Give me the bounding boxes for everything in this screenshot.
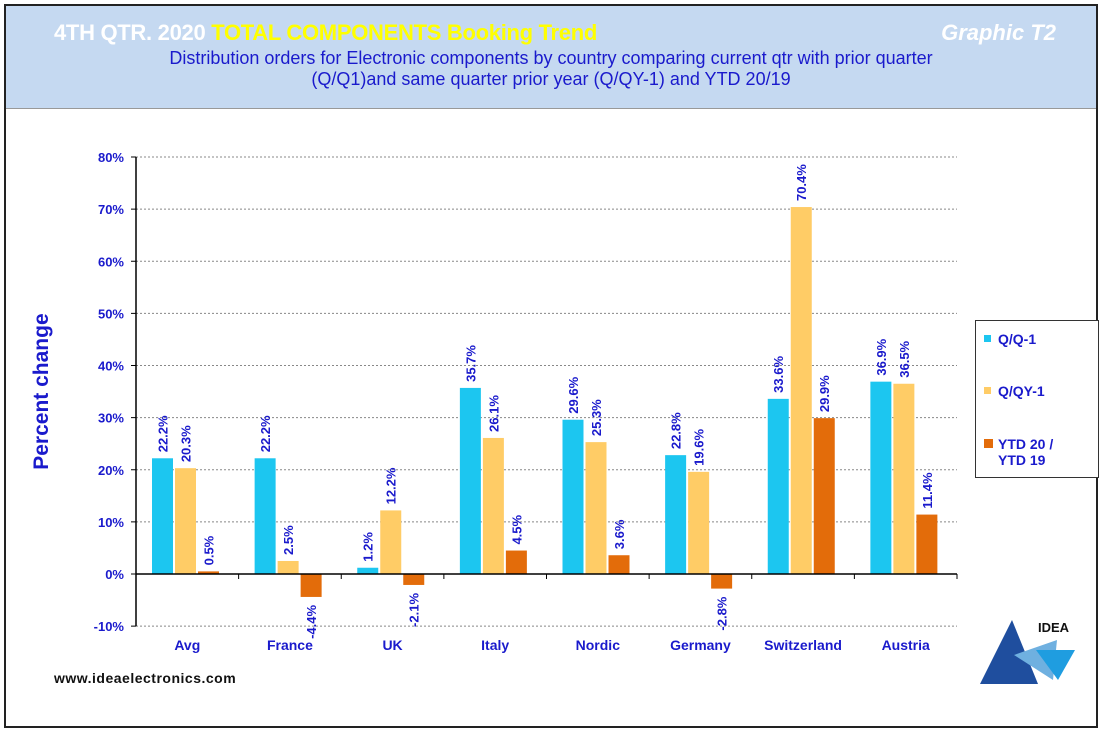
title-highlight: TOTAL COMPONENTS Booking Trend xyxy=(211,20,597,45)
bar-france xyxy=(254,458,276,574)
data-label: 3.6% xyxy=(612,519,627,549)
bar-switzerland xyxy=(813,418,835,574)
data-label: 33.6% xyxy=(771,356,786,393)
bar-switzerland xyxy=(767,398,789,574)
data-label: -4.4% xyxy=(304,605,319,639)
category-label: Avg xyxy=(174,637,200,653)
legend-item-qq1: Q/Q-1 xyxy=(984,331,1037,347)
category-label: Switzerland xyxy=(764,637,842,653)
y-axis-title: Percent change xyxy=(30,313,53,469)
bar-italy xyxy=(482,437,504,574)
data-label: 11.4% xyxy=(920,472,935,509)
data-label: 19.6% xyxy=(692,429,707,466)
legend-item-ytd: YTD 20 /YTD 19 xyxy=(984,436,1054,468)
bar-nordic xyxy=(585,442,607,574)
bar-germany xyxy=(665,455,687,574)
bar-nordic xyxy=(562,419,584,574)
subtitle-line-2: (Q/Q1)and same quarter prior year (Q/QY-… xyxy=(311,69,791,89)
y-tick-label: -10% xyxy=(94,619,125,634)
graphic-label: Graphic T2 xyxy=(941,20,1056,45)
subtitle-line-1: Distribution orders for Electronic compo… xyxy=(169,48,933,68)
y-tick-label: 10% xyxy=(98,515,124,530)
data-label: 29.6% xyxy=(566,376,581,413)
data-label: -2.8% xyxy=(715,596,730,630)
data-label: 26.1% xyxy=(486,395,501,432)
bar-avg xyxy=(175,468,196,574)
bar-switzerland xyxy=(790,207,812,575)
legend-swatch xyxy=(984,335,991,342)
y-tick-label: 60% xyxy=(98,254,124,269)
data-label: 22.2% xyxy=(258,415,273,452)
y-tick-label: 70% xyxy=(98,202,124,217)
bar-uk xyxy=(403,574,425,585)
data-label: 12.2% xyxy=(384,467,399,504)
data-label: 25.3% xyxy=(589,399,604,436)
website-url[interactable]: www.ideaelectronics.com xyxy=(54,670,237,686)
bar-france xyxy=(300,574,322,597)
bar-italy xyxy=(459,387,481,574)
legend-label-line-2: YTD 19 xyxy=(998,452,1046,468)
category-label: France xyxy=(267,637,313,653)
bar-avg xyxy=(152,458,173,574)
bar-avg xyxy=(198,571,219,574)
bar-uk xyxy=(357,567,379,574)
legend-swatch xyxy=(984,439,993,448)
data-label: 1.2% xyxy=(361,532,376,562)
category-label: Austria xyxy=(882,637,930,653)
category-label: Nordic xyxy=(576,637,621,653)
y-tick-label: 40% xyxy=(98,359,124,374)
data-label: -2.1% xyxy=(407,593,422,627)
legend-label: Q/Q-1 xyxy=(998,331,1037,347)
bar-austria xyxy=(916,514,938,574)
y-tick-label: 30% xyxy=(98,411,124,426)
data-label: 20.3% xyxy=(179,425,194,462)
data-label: 0.5% xyxy=(202,535,217,565)
bar-austria xyxy=(870,381,892,574)
data-label: 35.7% xyxy=(463,345,478,382)
subtitle: Distribution orders for Electronic compo… xyxy=(6,48,1096,90)
data-label: 2.5% xyxy=(281,525,296,555)
chart-legend: Q/Q-1 Q/QY-1 YTD 20 /YTD 19 xyxy=(975,320,1099,478)
title-prefix: 4TH QTR. 2020 xyxy=(54,20,212,45)
legend-item-qqy1: Q/QY-1 xyxy=(984,383,1045,399)
legend-swatch xyxy=(984,387,991,394)
data-label: 36.9% xyxy=(874,338,889,375)
y-tick-label: 80% xyxy=(98,150,124,165)
header-band: 4TH QTR. 2020 TOTAL COMPONENTS Booking T… xyxy=(6,6,1096,109)
data-label: 22.2% xyxy=(156,415,171,452)
data-label: 36.5% xyxy=(897,340,912,377)
bar-germany xyxy=(688,471,710,574)
data-label: 29.9% xyxy=(817,375,832,412)
legend-label-line-1: YTD 20 / xyxy=(998,436,1054,452)
bar-nordic xyxy=(608,555,630,574)
category-label: UK xyxy=(382,637,402,653)
data-label: 22.8% xyxy=(669,412,684,449)
page-title: 4TH QTR. 2020 TOTAL COMPONENTS Booking T… xyxy=(54,20,597,46)
bar-austria xyxy=(893,383,915,574)
data-label: 4.5% xyxy=(509,514,524,544)
bar-france xyxy=(277,560,299,574)
y-tick-label: 50% xyxy=(98,306,124,321)
category-label: Germany xyxy=(670,637,731,653)
legend-label: Q/QY-1 xyxy=(998,383,1045,399)
data-label: 70.4% xyxy=(794,164,809,201)
bar-italy xyxy=(505,550,527,574)
bar-uk xyxy=(380,510,402,574)
category-label: Italy xyxy=(481,637,509,653)
y-tick-label: 0% xyxy=(105,567,124,582)
y-tick-label: 20% xyxy=(98,463,124,478)
bar-germany xyxy=(711,574,733,589)
